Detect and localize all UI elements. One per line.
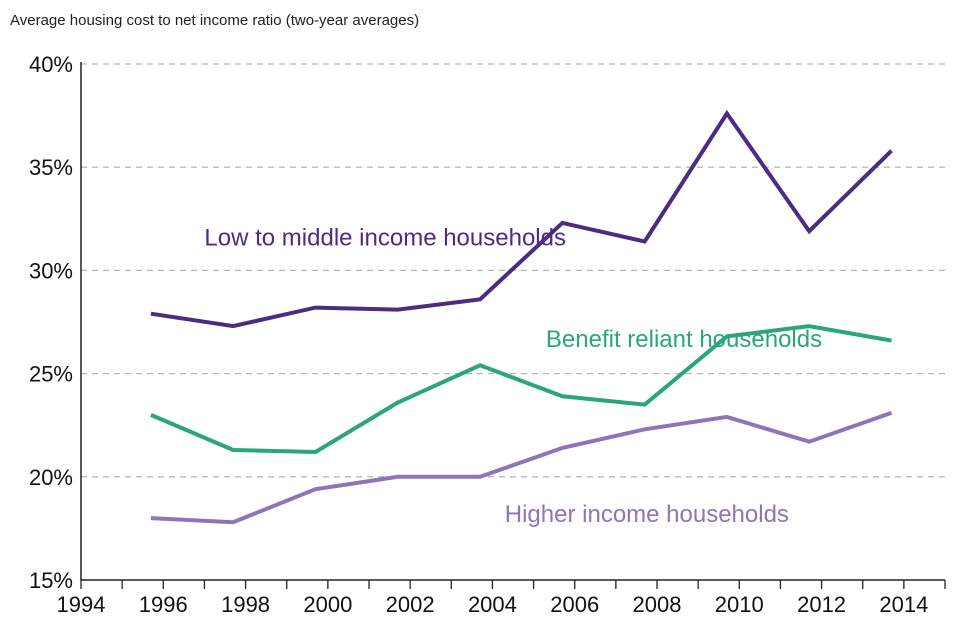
x-tick-label: 2006 — [550, 592, 599, 617]
series-line — [150, 324, 892, 455]
series-lines — [150, 109, 893, 525]
series-line — [150, 109, 893, 329]
x-tick-label: 2002 — [386, 592, 435, 617]
x-axis: 1994 1996 1998 2000 2002 2004 2006 2008 2010 2012… — [57, 62, 946, 617]
y-tick-label: 20% — [29, 465, 73, 490]
x-tick-label: 1994 — [57, 592, 106, 617]
x-tick-label: 2014 — [879, 592, 928, 617]
x-tick-label: 2012 — [797, 592, 846, 617]
chart-title: Average housing cost to net income ratio… — [10, 12, 420, 29]
series-labels: Low to middle income households Benefit r… — [204, 225, 822, 529]
x-tick-label: 2008 — [633, 592, 682, 617]
y-tick-label: 30% — [29, 258, 73, 283]
series-label: Low to middle income households — [204, 225, 566, 252]
x-tick-label: 1998 — [221, 592, 270, 617]
y-tick-label: 35% — [29, 155, 73, 180]
y-tick-label: 25% — [29, 362, 73, 387]
x-tick-label: 2004 — [468, 592, 517, 617]
x-tick-label: 2010 — [715, 592, 764, 617]
y-tick-label: 15% — [29, 568, 73, 593]
series-label: Higher income households — [505, 501, 789, 528]
series-line — [150, 410, 893, 525]
y-tick-label: 40% — [29, 52, 73, 77]
y-axis-tick-labels: 15% 20% 25% 30% 35% 40% — [29, 52, 73, 593]
x-tick-label: 2000 — [303, 592, 352, 617]
series-label: Benefit reliant households — [546, 326, 822, 353]
x-tick-label: 1996 — [139, 592, 188, 617]
